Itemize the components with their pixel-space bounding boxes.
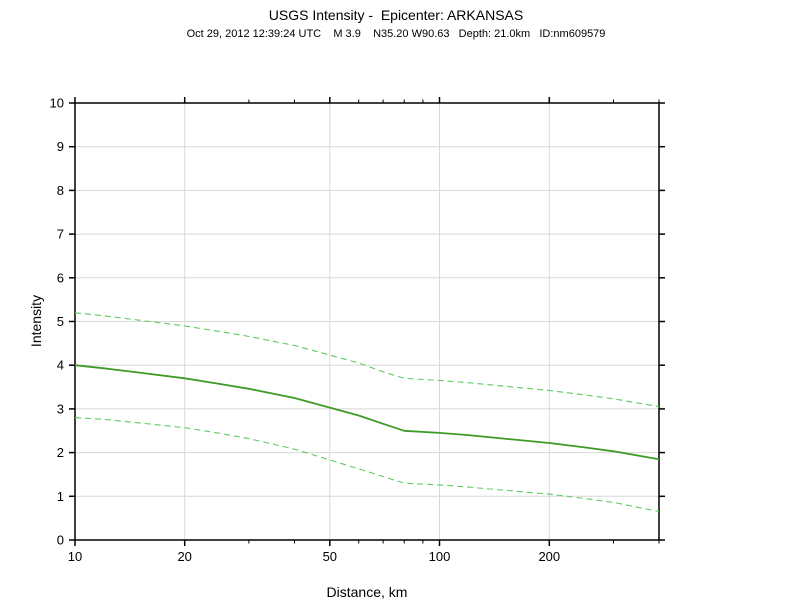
y-tick-label: 7 xyxy=(57,227,64,242)
y-tick-label: 3 xyxy=(57,401,64,416)
x-tick-label: 20 xyxy=(177,549,191,564)
y-tick-label: 2 xyxy=(57,445,64,460)
grid-lines xyxy=(75,103,659,540)
y-tick-label: 8 xyxy=(57,183,64,198)
x-tick-labels: 10 20 50 100 200 xyxy=(68,549,560,564)
y-tick-labels: 0 1 2 3 4 5 6 7 8 9 10 xyxy=(50,96,64,548)
chart-subtitle: Oct 29, 2012 12:39:24 UTC M 3.9 N35.20 W… xyxy=(186,28,606,40)
series-intensity-lower-bound xyxy=(74,417,660,513)
y-tick-label: 1 xyxy=(57,489,64,504)
series-intensity-upper-bound xyxy=(74,312,660,408)
y-tick-label: 9 xyxy=(57,139,64,154)
series-intensity-mean xyxy=(74,364,660,461)
x-tick-label: 100 xyxy=(429,549,451,564)
x-tick-label: 10 xyxy=(68,549,82,564)
y-tick-label: 4 xyxy=(57,358,64,373)
y-tick-label: 5 xyxy=(57,314,64,329)
x-axis-label: Distance, km xyxy=(326,584,408,600)
y-tick-label: 6 xyxy=(57,270,64,285)
chart-title: USGS Intensity - Epicenter: ARKANSAS xyxy=(268,7,524,23)
y-tick-label: 0 xyxy=(57,533,64,548)
x-tick-label: 50 xyxy=(323,549,337,564)
series-lines xyxy=(74,312,660,513)
x-tick-label: 200 xyxy=(538,549,560,564)
y-tick-label: 10 xyxy=(50,96,64,111)
axis-ticks xyxy=(69,97,665,546)
